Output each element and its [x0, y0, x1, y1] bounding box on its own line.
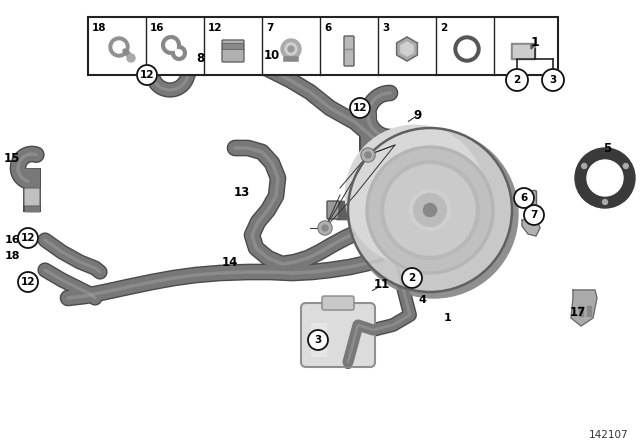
Circle shape — [587, 160, 623, 196]
Text: 7: 7 — [531, 210, 538, 220]
Circle shape — [319, 222, 331, 234]
Circle shape — [288, 46, 294, 52]
Polygon shape — [401, 42, 413, 56]
Circle shape — [402, 268, 422, 288]
Text: 5: 5 — [603, 142, 611, 155]
Circle shape — [410, 190, 451, 231]
Circle shape — [413, 194, 447, 226]
FancyBboxPatch shape — [301, 303, 375, 367]
Text: 12: 12 — [353, 103, 367, 113]
Text: 9: 9 — [414, 108, 422, 121]
Text: 8: 8 — [196, 52, 204, 65]
Text: 14: 14 — [222, 255, 238, 268]
FancyBboxPatch shape — [24, 188, 40, 206]
Circle shape — [602, 199, 607, 204]
Circle shape — [385, 165, 475, 255]
Circle shape — [308, 330, 328, 350]
Circle shape — [366, 146, 494, 274]
Text: 10: 10 — [264, 48, 280, 61]
Circle shape — [362, 149, 374, 161]
Polygon shape — [522, 220, 540, 236]
Text: 17: 17 — [570, 306, 586, 319]
Text: 1: 1 — [531, 35, 540, 48]
Bar — [579, 306, 583, 316]
Text: 7: 7 — [266, 23, 273, 33]
Text: 1: 1 — [444, 313, 452, 323]
Circle shape — [322, 225, 328, 231]
Text: 3: 3 — [549, 75, 557, 85]
Circle shape — [346, 125, 484, 265]
Text: 6: 6 — [324, 23, 332, 33]
Circle shape — [18, 272, 38, 292]
Circle shape — [318, 221, 332, 235]
Text: 3: 3 — [314, 335, 322, 345]
Text: 18: 18 — [4, 251, 20, 261]
Circle shape — [582, 164, 587, 168]
Text: 2: 2 — [408, 273, 415, 283]
Polygon shape — [571, 290, 597, 326]
Circle shape — [623, 164, 628, 168]
Text: 16: 16 — [150, 23, 164, 33]
Circle shape — [137, 65, 157, 85]
Circle shape — [113, 41, 125, 53]
Bar — [88, 17, 558, 75]
Text: 3: 3 — [382, 23, 389, 33]
Text: 2: 2 — [513, 75, 520, 85]
FancyBboxPatch shape — [222, 40, 244, 62]
Circle shape — [18, 228, 38, 248]
Circle shape — [365, 152, 371, 158]
Circle shape — [381, 161, 479, 259]
Circle shape — [575, 148, 635, 208]
Circle shape — [285, 43, 297, 55]
Text: 18: 18 — [92, 23, 106, 33]
Text: 4: 4 — [418, 295, 426, 305]
Circle shape — [514, 188, 534, 208]
Circle shape — [524, 205, 544, 225]
Polygon shape — [513, 45, 533, 57]
Circle shape — [458, 40, 476, 58]
Text: 13: 13 — [234, 185, 250, 198]
Text: 12: 12 — [140, 70, 154, 80]
Circle shape — [127, 54, 135, 62]
Circle shape — [424, 203, 436, 216]
Circle shape — [361, 148, 375, 162]
Polygon shape — [397, 37, 417, 61]
Polygon shape — [511, 43, 535, 59]
Text: 11: 11 — [374, 279, 390, 292]
FancyBboxPatch shape — [327, 201, 339, 219]
Polygon shape — [531, 45, 535, 49]
Circle shape — [109, 37, 129, 57]
FancyBboxPatch shape — [223, 43, 243, 49]
Circle shape — [542, 69, 564, 91]
Text: 142107: 142107 — [588, 430, 628, 440]
Text: 2: 2 — [440, 23, 447, 33]
Text: 12: 12 — [208, 23, 223, 33]
FancyBboxPatch shape — [322, 296, 354, 310]
Text: 15: 15 — [4, 151, 20, 164]
Text: 12: 12 — [20, 233, 35, 243]
Bar — [587, 306, 591, 316]
Circle shape — [281, 39, 301, 59]
FancyBboxPatch shape — [311, 323, 327, 357]
Circle shape — [350, 98, 370, 118]
Text: 6: 6 — [520, 193, 527, 203]
Circle shape — [506, 69, 528, 91]
Circle shape — [369, 149, 491, 271]
Circle shape — [350, 130, 518, 298]
Text: 12: 12 — [20, 277, 35, 287]
Circle shape — [348, 128, 512, 292]
FancyBboxPatch shape — [344, 36, 354, 66]
Text: 16: 16 — [4, 235, 20, 245]
FancyBboxPatch shape — [515, 190, 536, 206]
Circle shape — [454, 36, 480, 62]
